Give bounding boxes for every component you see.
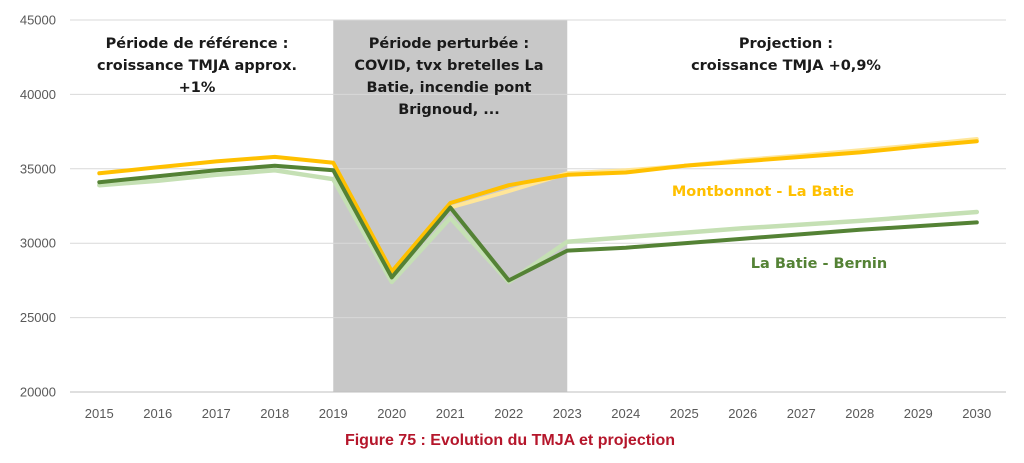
series-line-3 — [97, 168, 980, 285]
x-tick-label: 2029 — [904, 406, 933, 421]
x-tick-label: 2023 — [553, 406, 582, 421]
period-label-line: COVID, tvx bretelles La — [354, 58, 543, 74]
period-label-line: Brignoud, ... — [398, 102, 500, 118]
series-lines — [97, 137, 980, 285]
x-tick-label: 2018 — [260, 406, 289, 421]
series-line-0 — [97, 139, 979, 274]
period-label-line: Période de référence : — [106, 36, 289, 52]
y-tick-label: 25000 — [20, 310, 56, 325]
y-tick-label: 20000 — [20, 385, 56, 400]
period-annotations: Période de référence : croissance TMJA ap… — [97, 36, 881, 118]
x-tick-label: 2026 — [728, 406, 757, 421]
x-tick-label: 2024 — [611, 406, 640, 421]
figure-caption: Figure 75 : Evolution du TMJA et project… — [345, 432, 675, 449]
x-tick-label: 2021 — [436, 406, 465, 421]
x-tick-label: 2015 — [85, 406, 114, 421]
x-tick-label: 2028 — [845, 406, 874, 421]
x-tick-label: 2016 — [143, 406, 172, 421]
y-axis-ticks: 20000 25000 30000 35000 40000 45000 — [20, 13, 56, 400]
x-tick-label: 2025 — [670, 406, 699, 421]
x-tick-label: 2022 — [494, 406, 523, 421]
period-label-line: Batie, incendie pont — [366, 80, 531, 96]
series-line-2 — [97, 163, 979, 283]
x-tick-label: 2027 — [787, 406, 816, 421]
period-label-line: Projection : — [739, 36, 833, 52]
period-label-line: +1% — [179, 80, 216, 96]
period-label-line: croissance TMJA +0,9% — [691, 58, 881, 74]
x-tick-label: 2030 — [962, 406, 991, 421]
period-label-line: Période perturbée : — [369, 36, 529, 52]
y-tick-label: 35000 — [20, 161, 56, 176]
y-tick-label: 45000 — [20, 13, 56, 28]
x-tick-label: 2017 — [202, 406, 231, 421]
x-axis-ticks: 2015 2016 2017 2018 2019 2020 2021 2022 2023 2024… — [85, 406, 991, 421]
series-label-bernin: La Batie - Bernin — [751, 256, 887, 272]
x-tick-label: 2020 — [377, 406, 406, 421]
y-tick-label: 30000 — [20, 236, 56, 251]
x-tick-label: 2019 — [319, 406, 348, 421]
series-label-montbonnot: Montbonnot - La Batie — [672, 184, 854, 200]
y-tick-label: 40000 — [20, 87, 56, 102]
period-label-line: croissance TMJA approx. — [97, 58, 297, 74]
